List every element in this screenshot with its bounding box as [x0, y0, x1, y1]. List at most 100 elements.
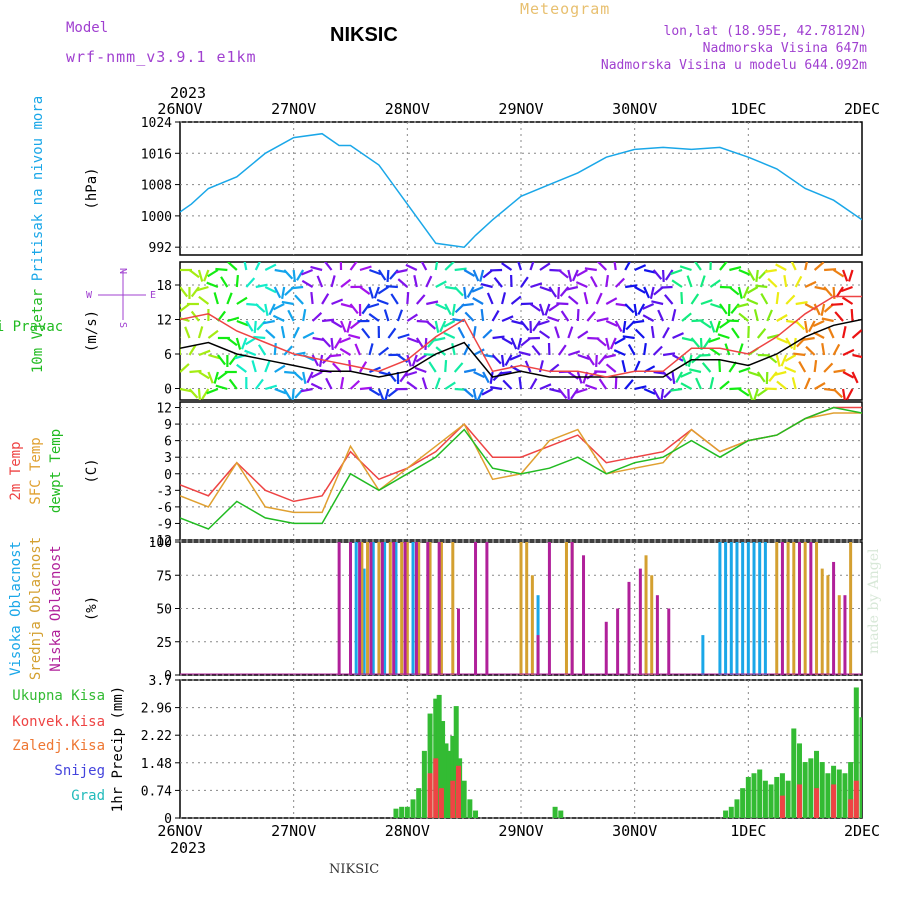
x-tick-label-top: 30NOV	[612, 100, 657, 118]
wind-barb	[596, 317, 609, 323]
bar-mark	[473, 810, 479, 818]
wind-barb	[274, 364, 286, 373]
wind-barb	[433, 336, 446, 342]
bar-mark	[859, 717, 862, 818]
wind-barb	[814, 285, 827, 291]
wind-barb	[633, 360, 641, 373]
station-footer: NIKSIC	[329, 862, 380, 877]
bar-mark	[785, 780, 791, 818]
wind-barb	[756, 371, 766, 383]
bar-mark	[337, 542, 341, 675]
bar-mark	[349, 542, 352, 675]
wind-barb	[802, 336, 815, 341]
wind-barb	[472, 269, 480, 282]
bar-mark	[369, 542, 373, 675]
wind-barb	[406, 313, 418, 322]
wind-barb	[624, 379, 634, 390]
wind-barb	[605, 337, 611, 350]
wind-barb	[330, 275, 336, 288]
wind-barb	[283, 345, 294, 356]
y-tick-label: 0	[164, 669, 172, 684]
wind-barb	[228, 354, 238, 366]
bar-mark	[536, 635, 540, 675]
wind-barb	[376, 298, 389, 306]
wind-barb	[634, 328, 645, 339]
wind-barb	[385, 285, 398, 289]
wind-barb	[804, 377, 811, 390]
wind-barb	[235, 274, 239, 288]
wind-barb	[614, 277, 625, 288]
x-tick-label-bottom: 2DEC	[844, 822, 880, 840]
y-tick-label: 100	[149, 536, 172, 551]
wind-barb	[812, 320, 825, 328]
model-elevation-text: Nadmorska Visina u modelu 644.092m	[600, 58, 867, 73]
wind-barb	[718, 359, 722, 373]
wind-barb	[500, 292, 507, 305]
wind-barb	[520, 320, 530, 332]
y-tick-label: 12	[156, 314, 172, 329]
bar-mark	[456, 608, 460, 675]
bar-mark	[437, 542, 441, 675]
wind-barb	[302, 371, 307, 384]
bar-mark	[825, 773, 831, 818]
wind-barb	[614, 337, 626, 345]
wind-barb	[625, 284, 638, 289]
wind-barb	[215, 267, 228, 272]
wind-barb	[690, 337, 701, 348]
bar-mark	[802, 762, 808, 818]
wind-barb	[698, 353, 711, 357]
wind-barb	[728, 286, 740, 296]
bar-mark	[399, 806, 405, 818]
wind-barb	[842, 348, 855, 356]
wind-barb	[530, 282, 543, 289]
wind-barb	[719, 380, 730, 390]
wind-barb	[428, 361, 437, 373]
wind-barb	[451, 343, 456, 356]
wind-barb	[245, 337, 257, 346]
wind-barb	[700, 320, 712, 329]
wind-barb	[835, 286, 844, 298]
y-tick-label: 1000	[141, 210, 172, 225]
wind-barb	[624, 303, 635, 314]
wind-barb	[746, 286, 759, 294]
wind-barb	[197, 326, 204, 339]
wind-barb	[190, 286, 200, 298]
wind-barb	[368, 313, 380, 322]
bar-mark	[667, 608, 671, 675]
compass-w: W	[86, 290, 93, 301]
x-tick-label-bottom: 26NOV	[157, 822, 202, 840]
precip-legend-item: Zaledj.Kisa	[12, 738, 105, 754]
wind-barb	[760, 293, 769, 305]
wind-barb	[201, 388, 210, 400]
y-axis-title: Brzina i Pravac	[0, 319, 63, 335]
wind-barb	[680, 370, 692, 378]
wind-barb	[589, 275, 598, 288]
y-axis-title: Niska Oblacnost	[48, 545, 64, 671]
wind-barb	[784, 354, 797, 362]
elevation-text: Nadmorska Visina 647m	[702, 41, 867, 56]
wind-barb	[406, 336, 419, 344]
wind-barb	[605, 297, 618, 305]
wind-barb	[274, 387, 287, 395]
bar-mark	[474, 542, 478, 675]
y-tick-label: 1.48	[141, 757, 172, 772]
wind-barb	[662, 326, 670, 339]
wind-barb	[832, 343, 841, 356]
wind-barb	[841, 296, 854, 305]
y-tick-label: 50	[156, 603, 172, 618]
wind-barb	[406, 381, 418, 390]
wind-barb	[490, 386, 503, 391]
wind-barb	[679, 265, 692, 272]
wind-barb	[756, 388, 768, 397]
bar-mark	[428, 542, 432, 675]
bar-mark	[383, 542, 387, 675]
bar-mark	[814, 788, 820, 818]
wind-barb	[634, 286, 646, 294]
wind-barb	[504, 354, 513, 366]
wind-barb	[491, 354, 502, 365]
wind-barb	[823, 362, 834, 373]
x-tick-label-top: 28NOV	[385, 100, 430, 118]
bar-mark	[758, 542, 762, 675]
wind-barb	[443, 320, 456, 328]
precip-legend-item: Snijeg	[54, 763, 105, 779]
